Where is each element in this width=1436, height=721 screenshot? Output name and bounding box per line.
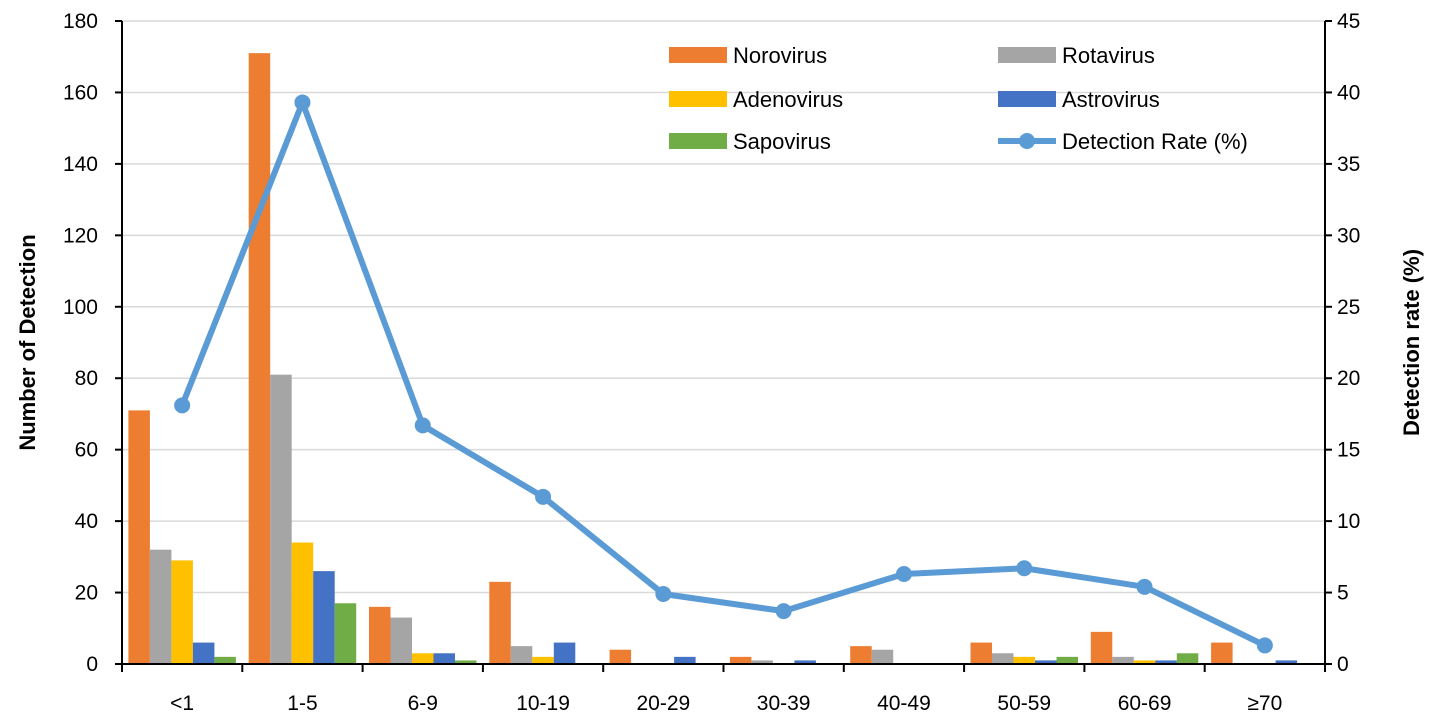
left-tick-label: 80 <box>75 367 98 390</box>
bar-norovirus-lt1 <box>128 410 150 664</box>
bar-rotavirus-50-59 <box>992 653 1014 664</box>
detection-rate-point-60-69 <box>1136 578 1153 595</box>
bar-adenovirus-lt1 <box>171 560 193 664</box>
bar-astrovirus-50-59 <box>1035 660 1057 664</box>
x-tick-label-30-39: 30-39 <box>757 692 811 715</box>
right-tick-label: 30 <box>1337 224 1360 247</box>
x-tick-label-50-59: 50-59 <box>997 692 1051 715</box>
left-tick-label: 40 <box>75 510 98 533</box>
right-axis-title: Detection rate (%) <box>1399 249 1424 436</box>
right-tick-label: 10 <box>1337 510 1360 533</box>
detection-rate-line <box>179 99 1267 649</box>
bar-rotavirus-1-5 <box>270 374 292 664</box>
left-tick-label: 180 <box>63 10 98 33</box>
right-tick-label: 15 <box>1337 439 1360 462</box>
legend-swatch-adenovirus <box>669 91 727 107</box>
left-tick-label: 120 <box>63 224 98 247</box>
right-tick-label: 35 <box>1337 153 1360 176</box>
legend-label-norovirus: Norovirus <box>733 43 827 68</box>
bar-rotavirus-60-69 <box>1112 656 1134 664</box>
left-axis-title: Number of Detection <box>15 234 40 450</box>
bar-adenovirus-1-5 <box>291 542 314 664</box>
right-tick-label: 20 <box>1337 367 1360 390</box>
legend-label-adenovirus: Adenovirus <box>733 87 843 112</box>
bar-norovirus-60-69 <box>1090 631 1113 664</box>
bar-astrovirus-6-9 <box>433 653 455 664</box>
right-tick-label: 45 <box>1337 10 1360 33</box>
bar-astrovirus-lt1 <box>192 642 215 664</box>
detection-rate-point-6-9 <box>414 417 431 434</box>
bar-rotavirus-lt1 <box>149 549 172 664</box>
bar-norovirus-6-9 <box>369 606 391 664</box>
bar-rotavirus-30-39 <box>751 660 773 664</box>
legend-swatch-astrovirus <box>998 91 1056 107</box>
right-tick-label: 25 <box>1337 296 1360 319</box>
bar-adenovirus-6-9 <box>412 653 434 664</box>
legend-label-sapovirus: Sapovirus <box>733 129 831 154</box>
detection-rate-point-50-59 <box>1016 560 1033 577</box>
bar-adenovirus-10-19 <box>532 656 554 664</box>
bar-sapovirus-60-69 <box>1176 653 1199 664</box>
left-tick-label: 160 <box>63 81 98 104</box>
bar-sapovirus-1-5 <box>334 603 357 664</box>
legend: Norovirus Rotavirus Adenovirus Astrovirus Sa… <box>669 43 1248 154</box>
bar-norovirus-40-49 <box>850 646 872 664</box>
bar-rotavirus-6-9 <box>390 617 412 664</box>
bar-rotavirus-40-49 <box>871 649 894 664</box>
left-tick-label: 0 <box>86 653 98 676</box>
x-tick-label-lt1: <1 <box>170 692 194 715</box>
legend-marker <box>1019 133 1035 149</box>
bar-norovirus-10-19 <box>489 581 511 664</box>
legend-label-astrovirus: Astrovirus <box>1062 87 1160 112</box>
bar-astrovirus-60-69 <box>1155 660 1177 664</box>
x-tick-label-40-49: 40-49 <box>877 692 931 715</box>
x-tick-label-10-19: 10-19 <box>516 692 570 715</box>
bar-adenovirus-60-69 <box>1133 660 1156 664</box>
bar-astrovirus-20-29 <box>674 656 696 664</box>
detection-rate-point-1-5 <box>294 94 311 111</box>
axes: 0 20 40 60 80 100 120 140 160 180 0 5 10 15 20 25 30 35 40… <box>15 10 1424 715</box>
bar-sapovirus-lt1 <box>214 656 236 664</box>
right-tick-label: 0 <box>1337 653 1349 676</box>
bar-norovirus-50-59 <box>970 642 992 664</box>
bar-astrovirus-1-5 <box>313 571 335 664</box>
bar-sapovirus-50-59 <box>1056 656 1078 664</box>
bar-astrovirus-ge70 <box>1275 660 1298 664</box>
bar-sapovirus-6-9 <box>455 660 477 664</box>
x-tick-label-20-29: 20-29 <box>636 692 690 715</box>
x-tick-label-6-9: 6-9 <box>408 692 438 715</box>
bar-astrovirus-10-19 <box>553 642 576 664</box>
left-tick-label: 60 <box>75 439 98 462</box>
legend-label-rotavirus: Rotavirus <box>1062 43 1155 68</box>
legend-swatch-sapovirus <box>669 133 727 149</box>
bar-norovirus-1-5 <box>248 53 271 664</box>
bar-norovirus-20-29 <box>609 649 632 664</box>
detection-rate-point-lt1 <box>174 397 191 414</box>
right-tick-label: 5 <box>1337 582 1349 605</box>
x-tick-label-60-69: 60-69 <box>1118 692 1172 715</box>
bar-norovirus-30-39 <box>729 656 752 664</box>
left-tick-label: 140 <box>63 153 98 176</box>
x-tick-label-1-5: 1-5 <box>287 692 317 715</box>
detection-rate-point-30-39 <box>775 603 792 620</box>
detection-rate-point-ge70 <box>1256 637 1273 654</box>
legend-label-detection-rate: Detection Rate (%) <box>1062 129 1248 154</box>
legend-swatch-rotavirus <box>998 47 1056 63</box>
right-tick-label: 40 <box>1337 81 1360 104</box>
detection-rate-line-group <box>174 94 1273 654</box>
bars <box>128 53 1298 664</box>
detection-rate-point-20-29 <box>655 585 672 602</box>
bar-astrovirus-30-39 <box>794 660 816 664</box>
legend-swatch-norovirus <box>669 47 727 63</box>
detection-rate-point-40-49 <box>895 565 912 582</box>
x-tick-label-ge70: ≥70 <box>1247 692 1282 715</box>
bar-adenovirus-50-59 <box>1013 656 1035 664</box>
bar-rotavirus-10-19 <box>510 646 533 664</box>
bar-norovirus-ge70 <box>1211 642 1233 664</box>
left-tick-label: 100 <box>63 296 98 319</box>
detection-rate-point-10-19 <box>535 488 552 505</box>
left-tick-label: 20 <box>75 582 98 605</box>
